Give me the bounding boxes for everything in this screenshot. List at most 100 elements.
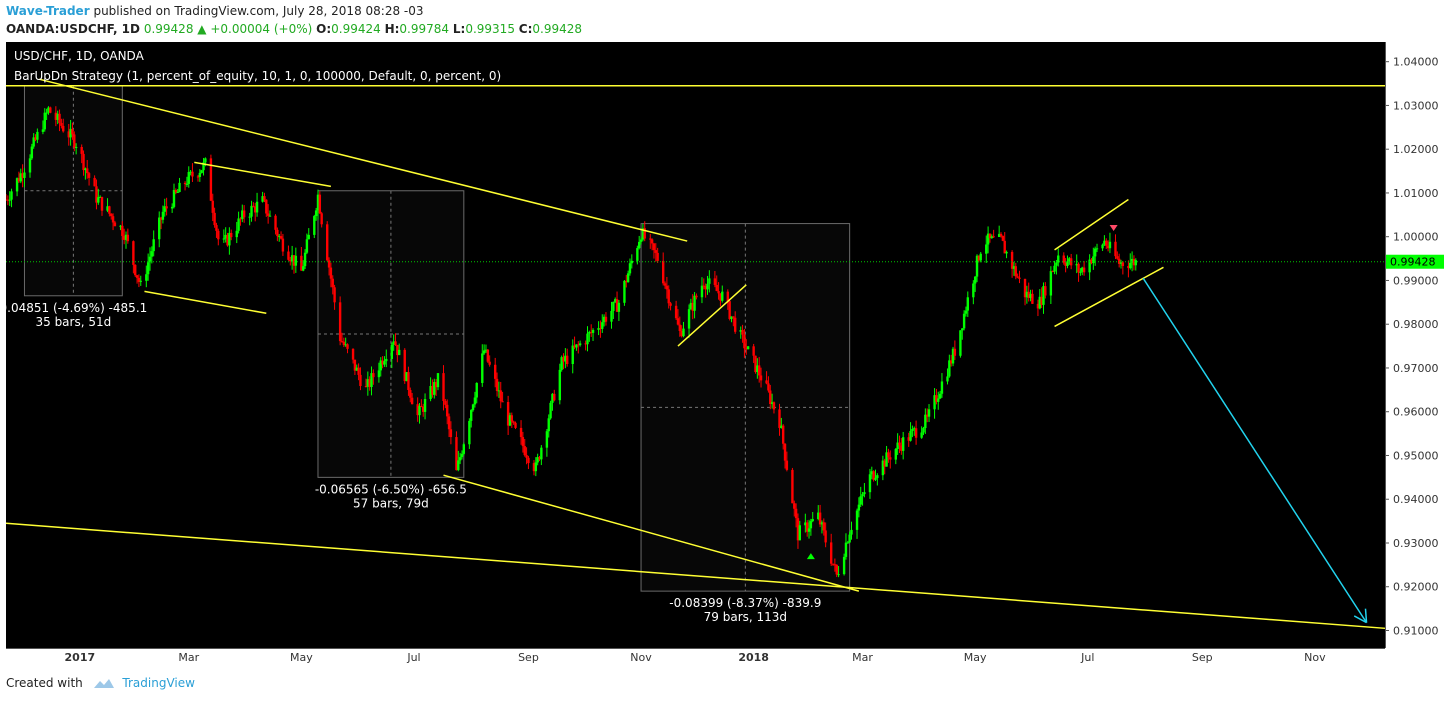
candle-body — [822, 522, 826, 531]
candle-body — [209, 158, 213, 201]
candle-body — [1119, 262, 1123, 264]
candle-body — [663, 283, 667, 286]
candle-body — [759, 375, 763, 381]
candle-body — [617, 302, 621, 312]
candle-body — [36, 131, 39, 140]
candle-body — [791, 469, 794, 504]
candle-body — [661, 260, 665, 284]
candle-body — [625, 280, 628, 283]
candle-body — [551, 393, 554, 403]
candle-body — [200, 170, 203, 173]
candle-body — [1014, 266, 1017, 277]
candle-body — [925, 414, 929, 417]
candle-body — [757, 365, 761, 376]
candle-body — [394, 341, 397, 345]
plot-area[interactable] — [6, 42, 1385, 648]
candle-body — [933, 395, 936, 410]
time-tick-label: 2017 — [65, 651, 96, 664]
candle-body — [999, 233, 1003, 236]
candle-body — [170, 206, 174, 209]
candle-body — [1005, 251, 1008, 254]
candle-body — [449, 429, 453, 438]
candle-body — [405, 372, 408, 382]
candle-body — [1001, 235, 1005, 241]
candle-body — [804, 522, 807, 526]
chart-container[interactable]: 0.04851 (-4.69%) -485.1 35 bars, 51d -0.06… — [0, 42, 1444, 666]
candle-body — [185, 183, 189, 185]
candle-body — [381, 360, 384, 365]
chart-header: Wave-Trader published on TradingView.com… — [0, 0, 1444, 42]
candle-body — [525, 455, 528, 458]
candle-body — [1055, 262, 1058, 266]
tradingview-link[interactable]: TradingView — [122, 676, 195, 690]
candle-body — [769, 390, 772, 405]
candle-body — [87, 173, 91, 178]
candle-body — [794, 508, 798, 519]
candle-body — [255, 201, 259, 213]
candle-body — [691, 302, 694, 311]
candle-body — [817, 512, 820, 520]
candle-body — [704, 285, 707, 290]
price-tick-label: 0.96000 — [1393, 406, 1439, 419]
candle-body — [462, 444, 466, 454]
candle-body — [907, 437, 910, 441]
time-axis[interactable] — [6, 648, 1385, 666]
candle-body — [1093, 248, 1097, 257]
candle-body — [183, 182, 187, 185]
candle-body — [196, 176, 200, 178]
trendline — [194, 161, 332, 188]
candle-body — [829, 542, 833, 564]
ohlc-line: OANDA:USDCHF, 1D 0.99428 ▲ +0.00004 (+0%… — [6, 22, 582, 36]
time-tick-label: Sep — [1192, 651, 1213, 664]
candle-body — [241, 210, 244, 219]
candle-body — [366, 379, 370, 387]
candle-body — [172, 189, 176, 207]
candle-body — [752, 346, 755, 356]
candle-body — [1108, 241, 1112, 249]
candle-body — [122, 235, 126, 240]
candle-body — [654, 250, 658, 253]
candle-body — [985, 244, 988, 254]
open-value: 0.99424 — [331, 22, 381, 36]
candle-body — [313, 216, 316, 235]
candle-body — [268, 215, 272, 217]
candle-body — [730, 316, 733, 319]
candle-body — [1049, 271, 1053, 296]
candle-body — [1106, 245, 1110, 249]
candle-body — [612, 301, 615, 311]
candle-body — [914, 428, 918, 438]
price-chart[interactable]: 0.04851 (-4.69%) -485.135 bars, 51d -0.06… — [0, 42, 1444, 666]
candle-body — [588, 331, 591, 334]
candle-body — [403, 349, 406, 382]
candle-body — [422, 406, 425, 412]
candle-body — [60, 123, 63, 126]
candle-body — [281, 238, 285, 252]
candle-body — [964, 310, 968, 314]
candle-body — [767, 383, 770, 391]
candle-body — [949, 360, 953, 364]
candle-body — [204, 158, 207, 163]
symbol-label: OANDA:USDCHF, 1D — [6, 22, 140, 36]
candle-body — [494, 364, 497, 379]
candle-body — [972, 283, 975, 298]
candle-body — [781, 425, 785, 444]
candle-body — [793, 503, 796, 509]
candle-body — [86, 168, 89, 174]
candle-body — [17, 178, 21, 182]
candle-body — [809, 521, 813, 529]
candle-body — [805, 522, 809, 532]
author-link[interactable]: Wave-Trader — [6, 4, 90, 18]
price-tick-label: 1.03000 — [1393, 99, 1439, 112]
candle-body — [74, 146, 78, 148]
candle-body — [920, 432, 923, 438]
candle-body — [265, 199, 268, 214]
candle-body — [248, 216, 251, 218]
candle-body — [577, 344, 580, 346]
candle-body — [796, 518, 800, 541]
candle-body — [242, 210, 246, 218]
price-axis[interactable] — [1385, 42, 1444, 666]
candle-body — [1134, 260, 1137, 266]
candle-body — [1012, 266, 1016, 269]
candle-body — [695, 295, 698, 298]
current-price-label: 0.99428 — [1390, 256, 1436, 269]
